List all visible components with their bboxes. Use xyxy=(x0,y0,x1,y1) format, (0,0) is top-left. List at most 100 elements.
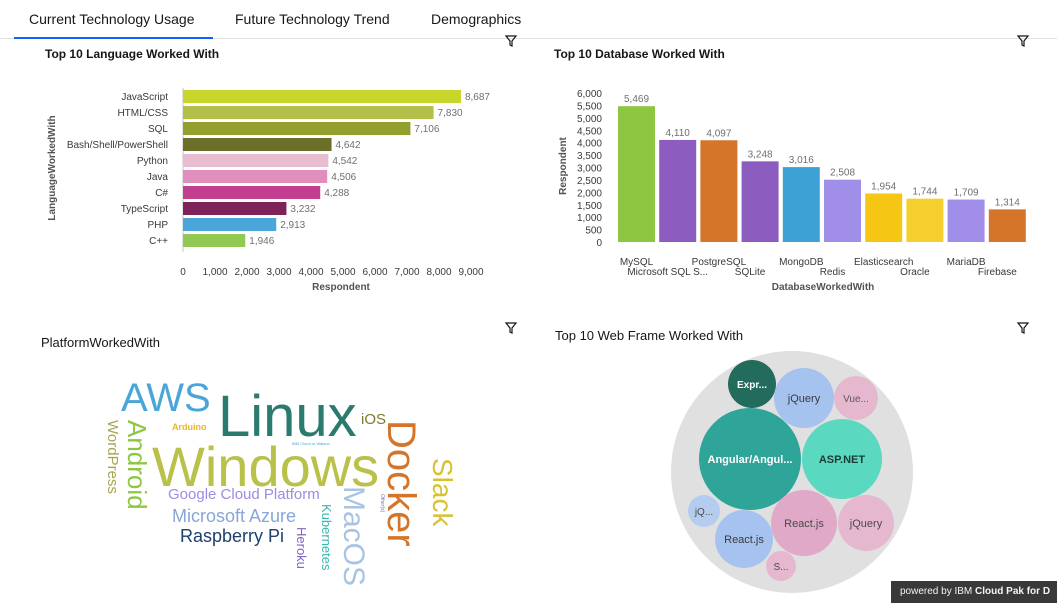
bubble-label: React.js xyxy=(724,534,764,546)
languages-chart-title: Top 10 Language Worked With xyxy=(45,47,220,61)
word-raspberry-pi: Raspberry Pi xyxy=(180,526,284,546)
tab-demographics[interactable]: Demographics xyxy=(431,11,522,27)
filter-icon[interactable] xyxy=(504,34,518,48)
y-tick-label: TypeScript xyxy=(121,204,168,215)
x-tick-label: 7,000 xyxy=(394,267,419,278)
word-ios: iOS xyxy=(361,411,386,428)
bubble xyxy=(834,376,878,420)
data-label: 5,469 xyxy=(624,94,649,105)
bubble xyxy=(802,419,882,499)
x-tick-label: Redis xyxy=(820,267,846,278)
bar-javascript xyxy=(183,90,461,103)
x-tick-label: SQLite xyxy=(735,267,766,278)
y-tick-label: 2,000 xyxy=(577,188,602,199)
y-tick-label: HTML/CSS xyxy=(117,108,168,119)
data-label: 3,248 xyxy=(748,149,773,160)
filter-icon[interactable] xyxy=(1016,321,1030,335)
x-tick-label: 2,000 xyxy=(234,267,259,278)
y-tick-label: SQL xyxy=(148,124,168,135)
x-tick-label: 0 xyxy=(180,267,186,278)
data-label: 1,314 xyxy=(995,197,1020,208)
y-tick-label: 2,500 xyxy=(577,176,602,187)
data-label: 4,506 xyxy=(331,172,356,183)
x-tick-label: 6,000 xyxy=(362,267,387,278)
data-label: 4,097 xyxy=(706,128,731,139)
word-aws: AWS xyxy=(121,376,211,420)
webframe-chart-title: Top 10 Web Frame Worked With xyxy=(555,328,744,343)
y-axis-label: LanguageWorkedWith xyxy=(47,115,58,220)
footer-prefix: powered by IBM xyxy=(900,586,976,597)
y-tick-label: 5,000 xyxy=(577,114,602,125)
bubble-label: S... xyxy=(773,562,788,573)
x-tick-label: 3,000 xyxy=(266,267,291,278)
bubble-label: ASP.NET xyxy=(819,454,866,466)
x-tick-label: Oracle xyxy=(900,267,930,278)
word-slack: Slack xyxy=(427,458,458,527)
bar-sqlite xyxy=(741,161,779,242)
data-label: 8,687 xyxy=(465,92,490,103)
y-tick-label: 4,000 xyxy=(577,139,602,150)
data-label: 4,110 xyxy=(666,128,691,139)
x-tick-label: 5,000 xyxy=(330,267,355,278)
y-tick-label: 6,000 xyxy=(577,89,602,100)
y-tick-label: C# xyxy=(155,188,168,199)
data-label: 1,744 xyxy=(912,187,937,198)
bar-php xyxy=(183,218,277,231)
x-tick-label: PostgreSQL xyxy=(692,257,747,268)
bar-python xyxy=(183,154,329,167)
bubble xyxy=(774,368,834,428)
data-label: 2,508 xyxy=(830,168,855,179)
bubble-label: jQuery xyxy=(787,393,821,405)
bar-postgresql xyxy=(700,140,738,242)
tab-current-technology-usage[interactable]: Current Technology Usage xyxy=(14,0,213,39)
data-label: 4,288 xyxy=(324,188,349,199)
y-tick-label: 3,000 xyxy=(577,164,602,175)
word-windows: Windows xyxy=(152,435,379,498)
bubble-label: Expr... xyxy=(737,380,767,391)
tab-future-technology-trend[interactable]: Future Technology Trend xyxy=(235,11,390,27)
word-google-cloud-platform: Google Cloud Platform xyxy=(168,486,320,503)
y-tick-label: Python xyxy=(137,156,168,167)
filter-icon[interactable] xyxy=(1016,34,1030,48)
bubble-label: jQ... xyxy=(694,507,713,518)
word-macos: MacOS xyxy=(337,486,370,586)
word-ibm-cloud-or-watson: IBM Cloud or Watson xyxy=(292,441,330,446)
word-heroku: Heroku xyxy=(294,527,309,569)
y-tick-label: JavaScript xyxy=(121,92,168,103)
bubble xyxy=(771,490,837,556)
bar-oracle xyxy=(906,198,944,242)
bubble-label: jQuery xyxy=(849,518,883,530)
y-tick-label: 5,500 xyxy=(577,101,602,112)
bar-microsoft-sql-s- xyxy=(659,139,697,242)
data-label: 7,830 xyxy=(438,108,463,119)
bubble xyxy=(766,551,796,581)
bubble xyxy=(699,408,801,510)
word-linux: Linux xyxy=(218,384,357,449)
bar-mongodb xyxy=(782,167,820,242)
bubble-label: Angular/Angul... xyxy=(708,454,793,466)
bar-bash-shell-powershell xyxy=(183,138,332,151)
powered-by-footer: powered by IBM Cloud Pak for D xyxy=(891,581,1057,603)
bar-sql xyxy=(183,122,411,135)
bar-html-css xyxy=(183,106,434,119)
x-tick-label: 9,000 xyxy=(458,267,483,278)
x-tick-label: Elasticsearch xyxy=(854,257,913,268)
y-tick-label: 3,500 xyxy=(577,151,602,162)
bar-mysql xyxy=(618,106,655,243)
data-label: 2,913 xyxy=(280,220,305,231)
bar-mariadb xyxy=(947,199,985,242)
bar-java xyxy=(183,170,328,183)
bubble xyxy=(688,495,720,527)
filter-icon[interactable] xyxy=(504,321,518,335)
data-label: 7,106 xyxy=(414,124,439,135)
data-label: 3,016 xyxy=(789,155,814,166)
bubble xyxy=(715,510,773,568)
x-axis-label: Respondent xyxy=(312,282,370,293)
y-tick-label: Bash/Shell/PowerShell xyxy=(67,140,168,151)
y-tick-label: C++ xyxy=(149,236,168,247)
bar-typescript xyxy=(183,202,287,215)
bar-c- xyxy=(183,234,246,247)
